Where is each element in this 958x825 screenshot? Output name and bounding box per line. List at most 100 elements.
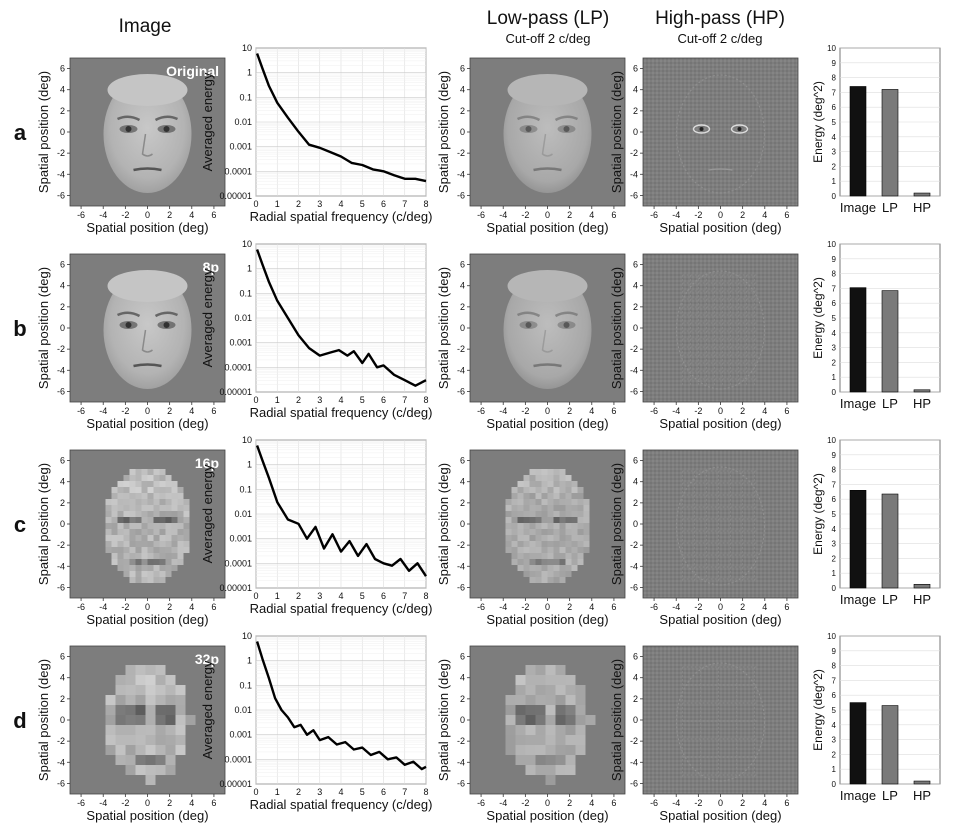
y-tick-label: 6 — [832, 103, 837, 112]
face-pixel-block — [529, 547, 536, 553]
face-pixel-block — [147, 535, 154, 541]
face-pixel-block — [583, 505, 590, 511]
face-pixel-block — [111, 553, 118, 559]
x-tick-label: 2 — [167, 798, 172, 808]
face-pixel-block — [517, 499, 524, 505]
y-tick-label: 0.1 — [239, 92, 252, 102]
face-pixel-block — [565, 675, 576, 685]
face-pixel-block — [547, 565, 554, 571]
face-pixel-block — [135, 535, 142, 541]
face-pixel-block — [577, 553, 584, 559]
face-pixel-block — [523, 499, 530, 505]
face-pixel-block — [559, 475, 566, 481]
face-pixel-block — [523, 475, 530, 481]
y-tick-label: -6 — [457, 190, 465, 200]
y-tick-label: -2 — [630, 540, 638, 550]
face-pixel-block — [129, 565, 136, 571]
face-pixel-block — [565, 735, 576, 745]
face-pixel-block — [105, 535, 112, 541]
face-pixel-block — [147, 547, 154, 553]
bar-hp — [913, 780, 931, 785]
x-tick-label: 3 — [317, 395, 322, 405]
x-tick-label: 2 — [740, 210, 745, 220]
face-pixel-block — [515, 675, 526, 685]
face-pixel-block — [141, 541, 148, 547]
face-pixel-block — [559, 529, 566, 535]
y-tick-label: 2 — [60, 106, 65, 116]
face-pixel-block — [115, 705, 126, 715]
face-pixel-block — [505, 541, 512, 547]
face-pixel-block — [171, 499, 178, 505]
y-tick-label: -4 — [457, 169, 465, 179]
x-tick-label: 2 — [296, 395, 301, 405]
y-tick-label: 0.01 — [234, 313, 252, 323]
row-letter: b — [13, 316, 26, 341]
face-pixel-block — [547, 481, 554, 487]
face-pixel-block — [523, 565, 530, 571]
face-pixel-block — [523, 487, 530, 493]
face-pixel-block — [165, 705, 176, 715]
face-pixel-block — [577, 559, 584, 565]
face-pixel-block — [165, 565, 172, 571]
face-pixel-block — [147, 565, 154, 571]
right-eyebrow — [554, 311, 579, 318]
face-pixel-block — [525, 715, 536, 725]
left-eye — [519, 321, 538, 329]
row-letter: c — [14, 512, 26, 537]
image-background — [643, 254, 798, 402]
x-tick-label: -4 — [672, 210, 680, 220]
face-pixel-block — [535, 475, 542, 481]
face-pixel-block — [135, 685, 146, 695]
x-tick-label: 2 — [740, 406, 745, 416]
face-pixel-block — [183, 529, 190, 535]
y-tick-label: -2 — [457, 736, 465, 746]
x-tick-label: -6 — [77, 406, 85, 416]
face-pixel-block — [555, 745, 566, 755]
face-pixel-block — [147, 559, 154, 565]
face-pixel-block — [165, 755, 176, 765]
x-axis-label: Spatial position (deg) — [86, 612, 208, 627]
y-tick-label: 0.001 — [229, 730, 252, 740]
face-pixel-block — [529, 469, 536, 475]
x-axis-label: Spatial position (deg) — [486, 220, 608, 235]
y-tick-label: 0 — [832, 192, 837, 201]
mouth — [533, 167, 562, 172]
y-tick-label: 7 — [832, 480, 837, 489]
face-pixel-block — [525, 665, 536, 675]
face-pixel-block — [141, 511, 148, 517]
face-pixel-block — [177, 553, 184, 559]
hp-right-eye — [730, 124, 749, 134]
y-tick-label: 0.1 — [239, 288, 252, 298]
face-pixel-block — [535, 511, 542, 517]
face-pixel-block — [523, 517, 530, 523]
face-pixel-block — [541, 493, 548, 499]
face-pixel-block — [575, 685, 586, 695]
x-tick-label: 4 — [338, 199, 343, 209]
face-pixel-block — [171, 511, 178, 517]
x-tick-label: 2 — [567, 602, 572, 612]
face-pixel-block — [115, 685, 126, 695]
face-pixel-block — [515, 695, 526, 705]
x-tick-label: 6 — [611, 210, 616, 220]
face-pixel-block — [185, 715, 196, 725]
face-pixel-block — [565, 695, 576, 705]
face-pixel-block — [535, 553, 542, 559]
face-pixel-block — [135, 755, 146, 765]
hp-left-pupil — [699, 127, 704, 131]
y-tick-label: 4 — [60, 85, 65, 95]
face-pixel-block — [535, 725, 546, 735]
y-tick-label: 4 — [633, 281, 638, 291]
face-pixel-block — [135, 665, 146, 675]
face-pixel-block — [123, 547, 130, 553]
bar-category-label: Image — [840, 592, 876, 607]
face-pixel-block — [165, 765, 176, 775]
x-tick-label: 7 — [402, 591, 407, 601]
face-pixel-block — [171, 493, 178, 499]
mouth — [533, 363, 562, 368]
face-pixel-block — [123, 529, 130, 535]
hp-right-pupil — [737, 127, 742, 131]
face-pixel-block — [135, 571, 142, 577]
face-pixel-block — [135, 745, 146, 755]
x-tick-label: 0 — [545, 798, 550, 808]
face-pixel-block — [553, 523, 560, 529]
